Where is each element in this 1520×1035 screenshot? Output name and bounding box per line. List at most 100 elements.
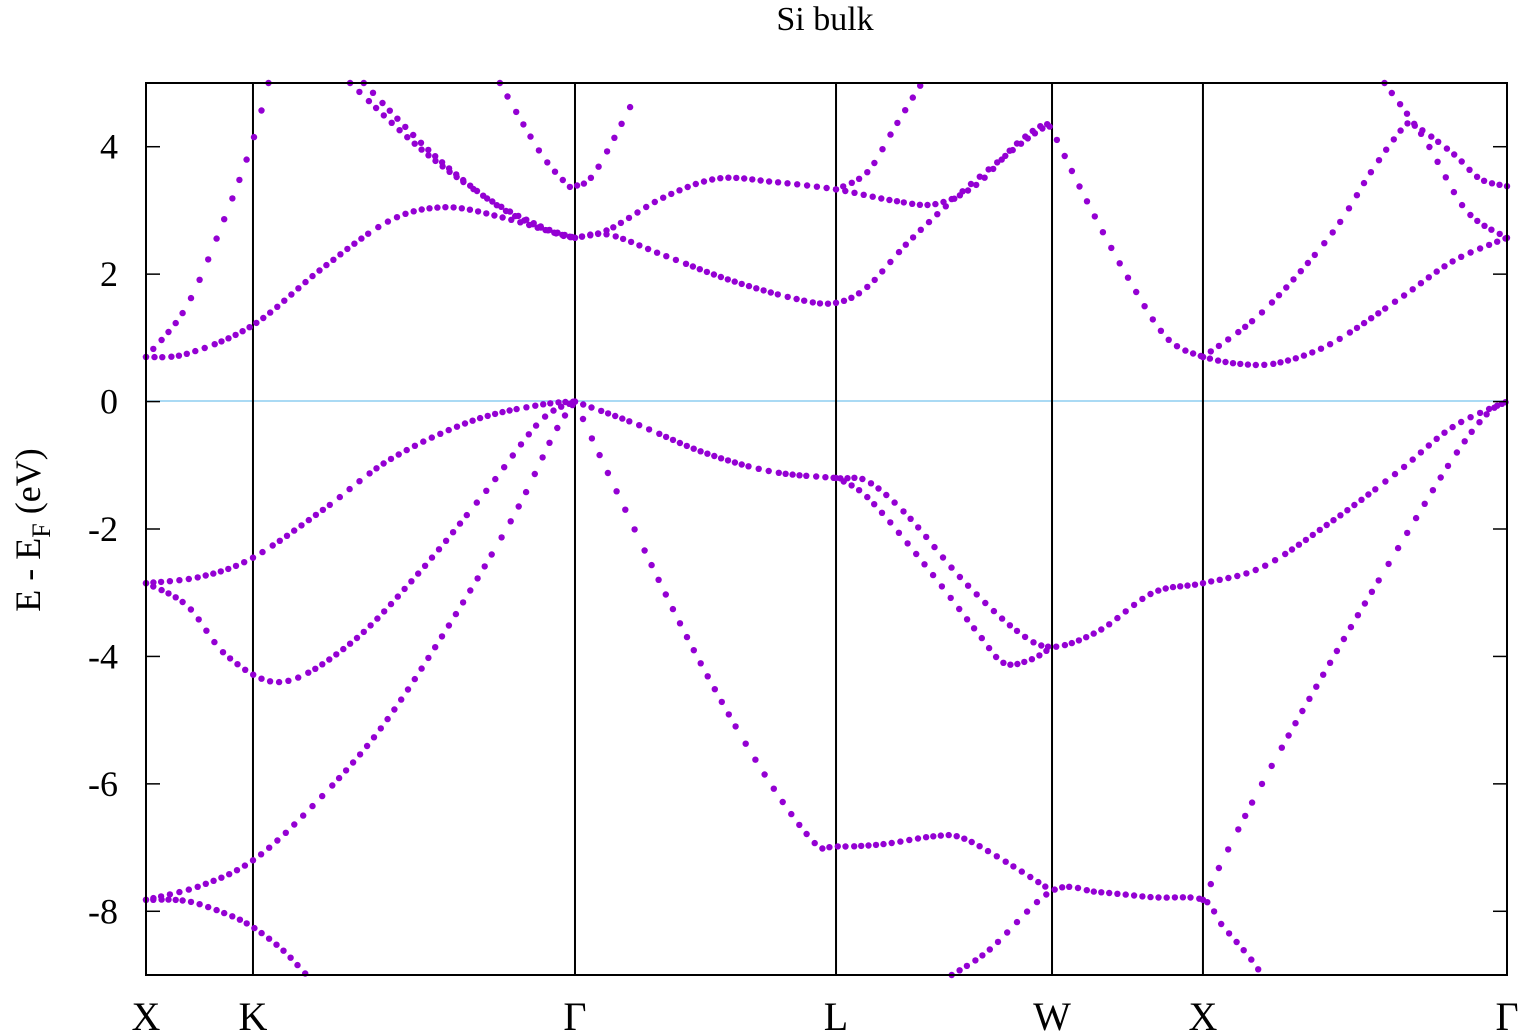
band-point [1083,634,1090,641]
band-point [483,210,490,217]
band-point [326,501,333,509]
band-point [923,533,930,541]
band-point [887,258,894,266]
band-point [998,615,1006,622]
band-point [1114,614,1121,622]
band-point [187,294,195,302]
band-point [625,214,633,222]
band-point [848,294,855,301]
k-point-label: X [1189,994,1218,1035]
band-point [1122,608,1129,615]
band-point [1329,229,1336,236]
band-point [1098,626,1105,633]
k-point-label: X [132,994,161,1035]
band-point [872,841,880,849]
band-point [172,896,179,904]
band-point [731,278,738,285]
band-point [1013,918,1021,926]
band-point [316,267,323,274]
band-point [813,473,820,480]
band-point [1252,566,1259,574]
band-point [956,192,964,199]
band-point [784,293,791,301]
band-point [1044,121,1051,128]
band-point [305,669,312,676]
band-point [474,575,481,582]
band-point [612,233,619,240]
band-point [175,352,183,359]
band-point [1309,349,1316,356]
band-point [1037,123,1044,130]
band-point [492,475,499,483]
band-point [1240,947,1247,954]
band-point [982,599,989,607]
band-point [367,622,374,629]
band-point [418,665,425,672]
band-point [319,661,326,668]
band-point [579,415,587,423]
band-point [907,515,914,522]
band-point [676,620,684,627]
band-point [1042,883,1049,890]
band-point [309,802,316,810]
band-point [221,216,228,223]
band-point [689,263,697,270]
band-point [346,485,353,493]
band-point [676,439,684,447]
band-point [473,499,480,506]
band-point [765,178,773,185]
band-point [1006,622,1014,629]
band-point [1155,894,1162,901]
band-point [1442,174,1450,181]
band-point [709,176,716,183]
band-point [858,842,865,850]
band-point [767,289,774,296]
band-point [1390,136,1398,143]
band-point [229,913,236,920]
band-point [285,677,292,684]
band-point [1391,470,1399,478]
band-point [467,587,474,594]
band-point [990,165,997,173]
band-point [294,961,301,969]
band-point [684,183,691,191]
band-point [1409,286,1416,293]
band-point [387,600,395,608]
band-point [192,347,199,355]
band-point [513,405,520,413]
band-point [948,195,955,203]
band-point [226,655,234,662]
band-point [1028,656,1036,663]
band-point [1068,639,1076,647]
band-point [1304,259,1312,267]
band-point [213,235,220,242]
band-point [365,230,372,237]
band-point [683,442,690,450]
band-point [1358,496,1365,503]
band-point [1295,541,1303,548]
band-point [1467,414,1474,421]
band-point [613,488,620,495]
band-point [1258,780,1266,788]
band-point [213,906,220,914]
band-point [793,295,800,303]
band-point [460,176,467,184]
band-point [1351,501,1358,509]
band-point [984,847,992,855]
band-point [395,451,402,458]
band-point [745,282,753,290]
band-point [1299,707,1306,715]
band-point [1404,529,1411,537]
band-point [1076,183,1083,190]
band-point [1360,319,1368,327]
band-point [596,451,603,459]
band-point [540,401,547,408]
y-tick-label: -4 [88,636,118,676]
band-point [374,615,381,622]
band-point [1013,140,1021,147]
band-point [1368,588,1376,595]
band-point [1275,292,1283,299]
band-point [604,410,612,417]
band-point [165,896,172,903]
band-point [900,199,907,206]
